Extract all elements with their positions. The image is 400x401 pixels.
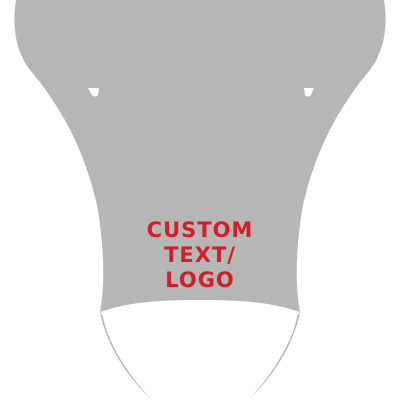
hood-decal-left-tail <box>100 312 150 398</box>
hood-decal-right-tail <box>250 312 300 398</box>
hood-decal-shape <box>14 0 386 312</box>
right-notch-cutout <box>304 88 314 97</box>
left-notch-cutout <box>88 88 99 97</box>
custom-text-logo-placeholder: CUSTOM TEXT/ LOGO <box>100 218 300 293</box>
placeholder-line-3: LOGO <box>165 268 235 292</box>
placeholder-line-1: CUSTOM <box>146 218 254 242</box>
placeholder-line-2: TEXT/ <box>164 243 236 267</box>
